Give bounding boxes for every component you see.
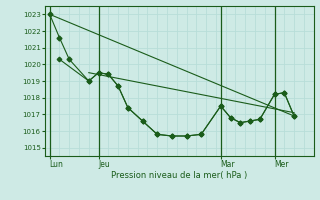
X-axis label: Pression niveau de la mer( hPa ): Pression niveau de la mer( hPa ) [111, 171, 247, 180]
